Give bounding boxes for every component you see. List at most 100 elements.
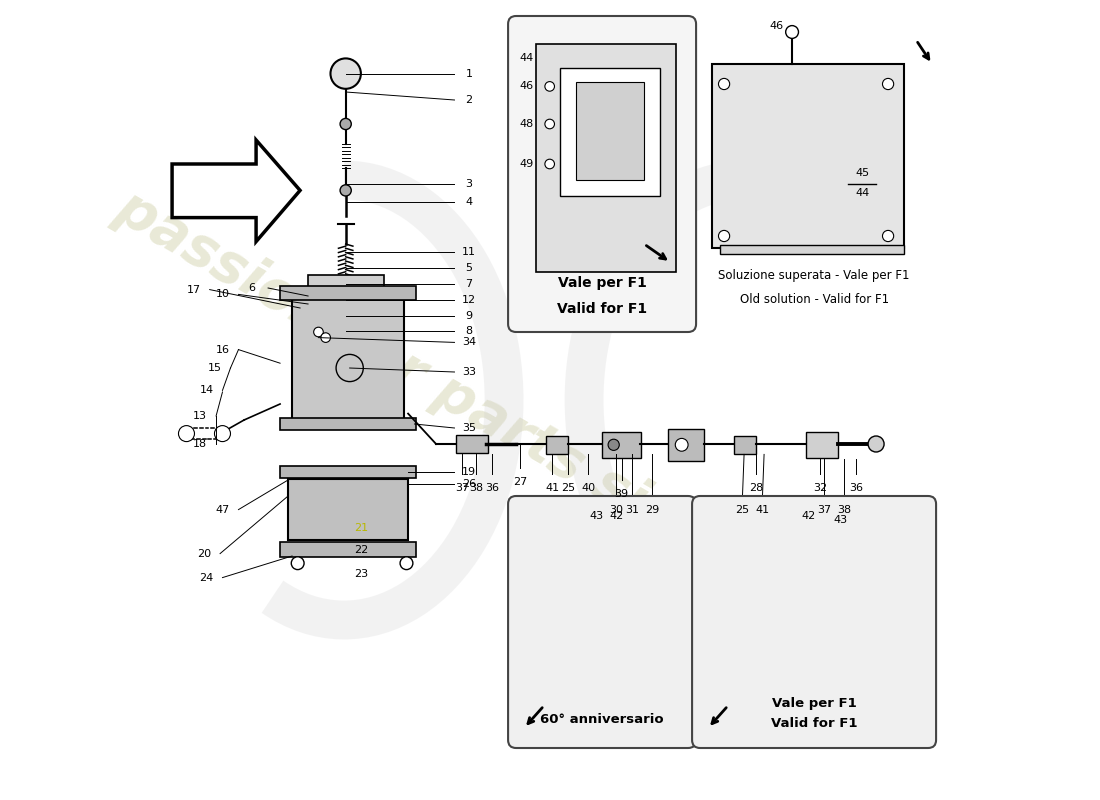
Text: 30: 30 xyxy=(609,506,623,515)
Circle shape xyxy=(292,557,304,570)
Circle shape xyxy=(321,333,330,342)
Bar xyxy=(280,542,416,557)
Text: 5: 5 xyxy=(465,263,472,273)
Text: 38: 38 xyxy=(837,506,851,515)
Circle shape xyxy=(330,58,361,89)
Circle shape xyxy=(718,78,729,90)
Text: 10: 10 xyxy=(216,290,230,299)
Text: 42: 42 xyxy=(801,511,815,521)
Text: 27: 27 xyxy=(513,478,527,487)
Circle shape xyxy=(882,78,893,90)
Text: passion for parts since 196: passion for parts since 196 xyxy=(107,180,869,652)
Text: Soluzione superata - Vale per F1: Soluzione superata - Vale per F1 xyxy=(718,270,910,282)
Circle shape xyxy=(340,185,351,196)
Text: 31: 31 xyxy=(625,506,639,515)
Text: 13: 13 xyxy=(194,411,207,421)
Text: 40: 40 xyxy=(581,483,595,493)
Bar xyxy=(280,466,416,478)
Circle shape xyxy=(340,118,351,130)
Text: 28: 28 xyxy=(749,483,763,493)
Text: Old solution - Valid for F1: Old solution - Valid for F1 xyxy=(739,294,889,306)
Text: 42: 42 xyxy=(609,511,624,521)
Text: 6: 6 xyxy=(249,283,255,293)
Bar xyxy=(668,429,704,461)
FancyBboxPatch shape xyxy=(508,496,696,748)
Polygon shape xyxy=(560,68,660,196)
Text: 29: 29 xyxy=(645,506,659,515)
Bar xyxy=(547,436,568,454)
Circle shape xyxy=(882,230,893,242)
Bar xyxy=(280,286,416,300)
Text: 46: 46 xyxy=(769,21,783,30)
Text: 14: 14 xyxy=(199,386,213,395)
Text: 45: 45 xyxy=(856,168,869,178)
Text: 25: 25 xyxy=(736,506,749,515)
Text: Valid for F1: Valid for F1 xyxy=(557,302,647,316)
Circle shape xyxy=(544,159,554,169)
Text: 60° anniversario: 60° anniversario xyxy=(540,713,664,726)
Text: Vale per F1: Vale per F1 xyxy=(558,276,647,290)
Text: 43: 43 xyxy=(833,515,847,525)
Text: 20: 20 xyxy=(197,549,211,558)
Text: 9: 9 xyxy=(465,311,472,321)
Text: 8: 8 xyxy=(465,326,472,336)
Text: 17: 17 xyxy=(187,285,200,294)
Circle shape xyxy=(314,327,323,337)
FancyBboxPatch shape xyxy=(508,16,696,332)
Text: 37: 37 xyxy=(817,506,832,515)
Polygon shape xyxy=(172,140,300,242)
Circle shape xyxy=(544,82,554,91)
Bar xyxy=(735,436,756,454)
Text: 44: 44 xyxy=(519,53,534,62)
Text: 22: 22 xyxy=(354,546,368,555)
Text: 4: 4 xyxy=(465,197,472,206)
Circle shape xyxy=(544,119,554,129)
Text: 32: 32 xyxy=(813,483,827,493)
Text: 38: 38 xyxy=(469,483,483,493)
Text: 18: 18 xyxy=(192,439,207,449)
Text: 39: 39 xyxy=(615,490,629,499)
Bar xyxy=(293,292,404,428)
Circle shape xyxy=(785,26,799,38)
Text: 44: 44 xyxy=(856,188,870,198)
Bar xyxy=(308,275,384,290)
Circle shape xyxy=(337,354,363,382)
Text: 33: 33 xyxy=(462,367,476,377)
Text: 41: 41 xyxy=(756,506,770,515)
Text: 15: 15 xyxy=(208,363,221,373)
Text: 19: 19 xyxy=(462,467,476,477)
Text: 43: 43 xyxy=(588,511,603,521)
Circle shape xyxy=(214,426,231,442)
Circle shape xyxy=(608,439,619,450)
Text: 37: 37 xyxy=(455,483,470,493)
Text: 46: 46 xyxy=(519,82,534,91)
Bar xyxy=(806,432,838,458)
Text: 7: 7 xyxy=(465,279,472,289)
Text: 34: 34 xyxy=(462,338,476,347)
Text: 35: 35 xyxy=(462,423,476,433)
Text: 47: 47 xyxy=(216,505,230,514)
Circle shape xyxy=(400,557,412,570)
Polygon shape xyxy=(576,82,645,180)
Text: Vale per F1: Vale per F1 xyxy=(772,697,857,710)
Text: 3: 3 xyxy=(465,179,472,189)
Text: 21: 21 xyxy=(354,523,368,533)
Bar xyxy=(712,64,904,248)
Text: 26: 26 xyxy=(462,479,476,489)
Circle shape xyxy=(718,230,729,242)
Text: 12: 12 xyxy=(462,295,476,305)
Text: 48: 48 xyxy=(519,119,534,129)
Circle shape xyxy=(178,426,195,442)
Text: 49: 49 xyxy=(519,159,534,169)
Bar xyxy=(456,435,488,453)
Text: 36: 36 xyxy=(485,483,499,493)
Text: 41: 41 xyxy=(544,483,559,493)
Text: 23: 23 xyxy=(354,569,368,578)
Circle shape xyxy=(868,436,884,452)
Bar xyxy=(603,432,641,458)
Text: Valid for F1: Valid for F1 xyxy=(771,718,857,730)
Text: 1: 1 xyxy=(465,69,472,78)
Bar xyxy=(280,418,416,430)
Polygon shape xyxy=(536,44,676,272)
Text: 36: 36 xyxy=(849,483,864,493)
